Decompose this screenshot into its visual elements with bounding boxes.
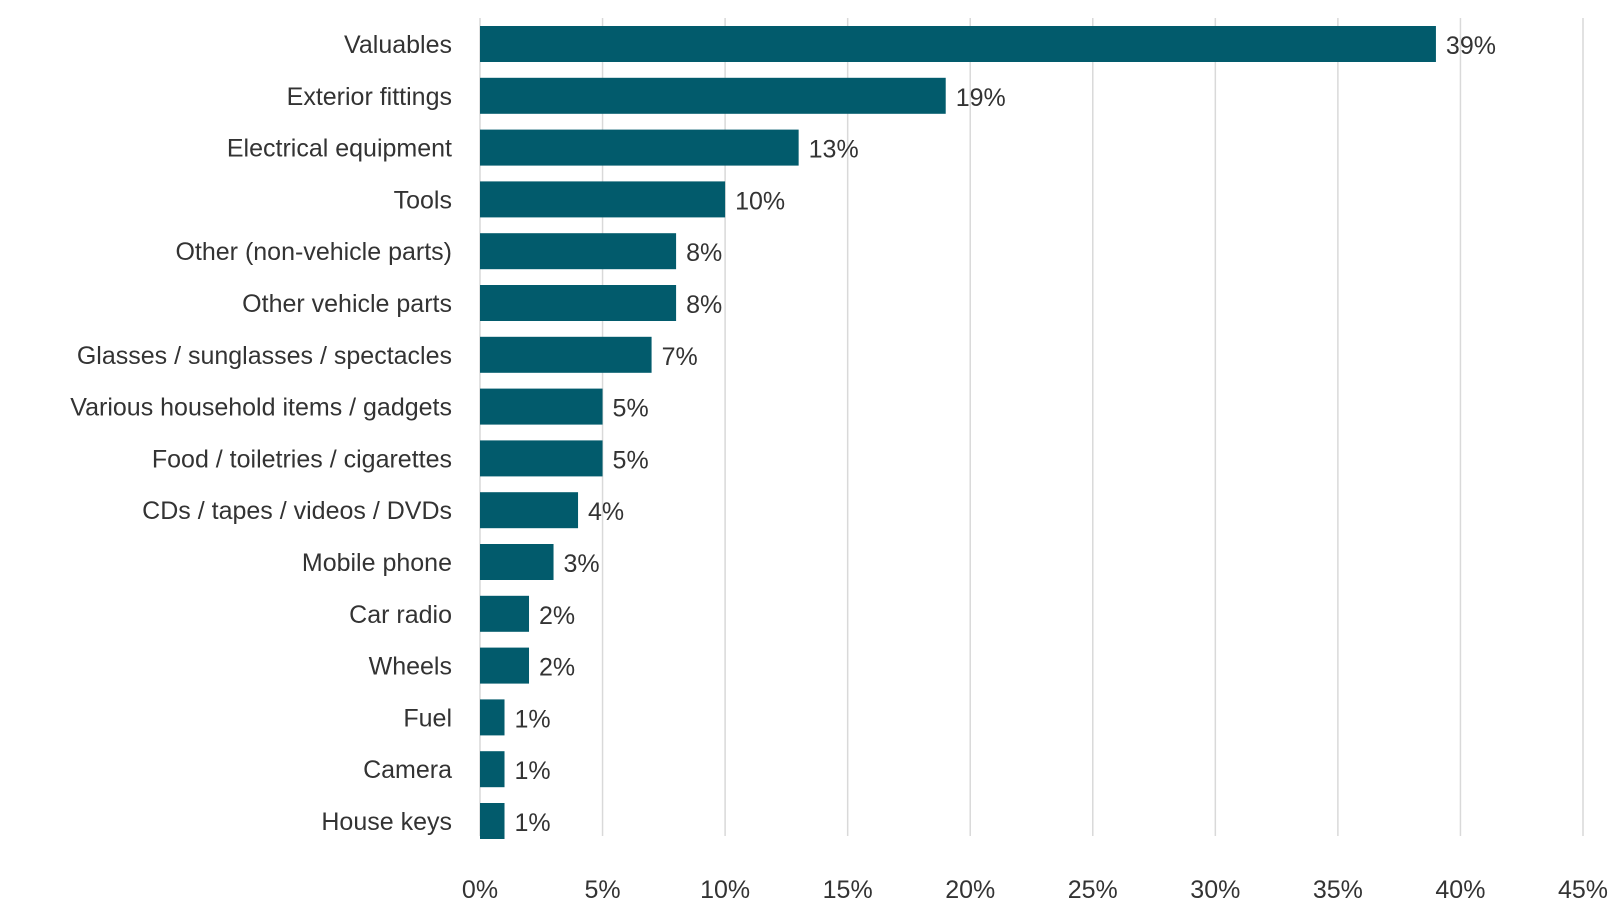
category-label: Camera <box>363 756 452 784</box>
bar <box>480 492 579 529</box>
category-label: Food / toiletries / cigarettes <box>152 445 452 473</box>
value-label: 5% <box>613 395 649 423</box>
value-label: 4% <box>588 498 624 526</box>
bar <box>480 595 530 632</box>
x-tick-label: 35% <box>1313 876 1363 904</box>
bars <box>480 26 1436 839</box>
value-label: 7% <box>662 343 698 371</box>
x-tick-label: 5% <box>584 876 620 904</box>
bar <box>480 26 1436 62</box>
bar <box>480 233 677 270</box>
category-label: CDs / tapes / videos / DVDs <box>142 497 452 525</box>
value-label: 2% <box>539 602 575 630</box>
x-tick-label: 20% <box>945 876 995 904</box>
category-label: Electrical equipment <box>227 135 452 163</box>
bar <box>480 440 603 477</box>
value-label: 1% <box>515 757 551 785</box>
category-label: Other vehicle parts <box>242 290 452 318</box>
value-label: 13% <box>809 136 859 164</box>
x-tick-label: 10% <box>700 876 750 904</box>
value-label: 5% <box>613 446 649 474</box>
value-label: 10% <box>735 187 785 215</box>
x-tick-label: 45% <box>1558 876 1608 904</box>
x-tick-label: 30% <box>1190 876 1240 904</box>
value-label: 39% <box>1446 32 1496 60</box>
bar <box>480 77 946 114</box>
category-label: Wheels <box>369 653 452 681</box>
category-label: Valuables <box>344 31 452 59</box>
bar <box>480 699 505 736</box>
value-label: 1% <box>515 809 551 837</box>
bar <box>480 285 677 321</box>
value-label: 8% <box>686 239 722 267</box>
bar <box>480 129 799 166</box>
category-label: Fuel <box>403 704 452 732</box>
value-label: 3% <box>564 550 600 578</box>
bar <box>480 181 726 218</box>
category-label: Glasses / sunglasses / spectacles <box>77 342 452 370</box>
x-tick-label: 25% <box>1068 876 1118 904</box>
category-label: Tools <box>394 186 452 214</box>
category-label: Various household items / gadgets <box>70 394 452 422</box>
value-labels: 39% 19% 13% 10% 8% 8% 7% 5% 5% 4% 3% 2% 2% 1% 1% 1% <box>515 32 1496 837</box>
bar <box>480 336 652 373</box>
value-label: 1% <box>515 705 551 733</box>
category-label: Car radio <box>349 601 452 629</box>
category-label: Exterior fittings <box>287 83 452 111</box>
value-label: 2% <box>539 654 575 682</box>
x-tick-label: 15% <box>823 876 873 904</box>
value-label: 8% <box>686 291 722 319</box>
x-tick-label: 0% <box>462 876 498 904</box>
x-axis-tick-labels: 0% 5% 10% 15% 20% 25% 30% 35% 40% 45% <box>462 876 1608 904</box>
value-label: 19% <box>956 84 1006 112</box>
category-labels: Valuables Exterior fittings Electrical equ… <box>70 31 452 836</box>
category-label: Other (non-vehicle parts) <box>175 238 452 266</box>
bar <box>480 544 554 580</box>
bar <box>480 388 603 425</box>
bar <box>480 647 530 684</box>
category-label: Mobile phone <box>302 549 452 577</box>
bar <box>480 803 505 839</box>
x-tick-label: 40% <box>1435 876 1485 904</box>
bar <box>480 751 505 788</box>
category-label: House keys <box>321 808 452 836</box>
